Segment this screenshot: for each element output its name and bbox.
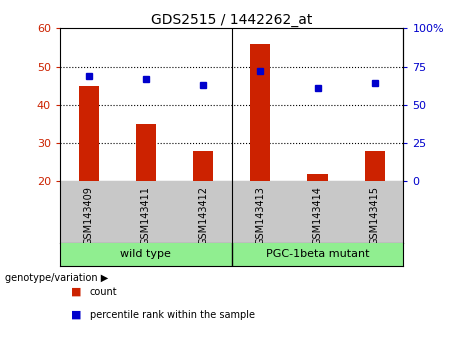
Text: GSM143411: GSM143411 xyxy=(141,186,151,245)
Text: ■: ■ xyxy=(71,287,82,297)
Bar xyxy=(307,174,327,181)
Bar xyxy=(193,151,213,181)
Text: percentile rank within the sample: percentile rank within the sample xyxy=(90,310,255,320)
Bar xyxy=(365,151,385,181)
Text: count: count xyxy=(90,287,118,297)
Text: ■: ■ xyxy=(71,310,82,320)
Text: PGC-1beta mutant: PGC-1beta mutant xyxy=(266,249,369,259)
Text: GSM143412: GSM143412 xyxy=(198,186,208,245)
Bar xyxy=(78,86,99,181)
Title: GDS2515 / 1442262_at: GDS2515 / 1442262_at xyxy=(151,13,313,27)
Text: GSM143413: GSM143413 xyxy=(255,186,265,245)
Text: genotype/variation ▶: genotype/variation ▶ xyxy=(5,273,108,283)
Text: wild type: wild type xyxy=(120,249,171,259)
Bar xyxy=(250,44,270,181)
Text: GSM143414: GSM143414 xyxy=(313,186,323,245)
Text: GSM143415: GSM143415 xyxy=(370,186,380,245)
Bar xyxy=(136,124,156,181)
Text: GSM143409: GSM143409 xyxy=(83,186,94,245)
